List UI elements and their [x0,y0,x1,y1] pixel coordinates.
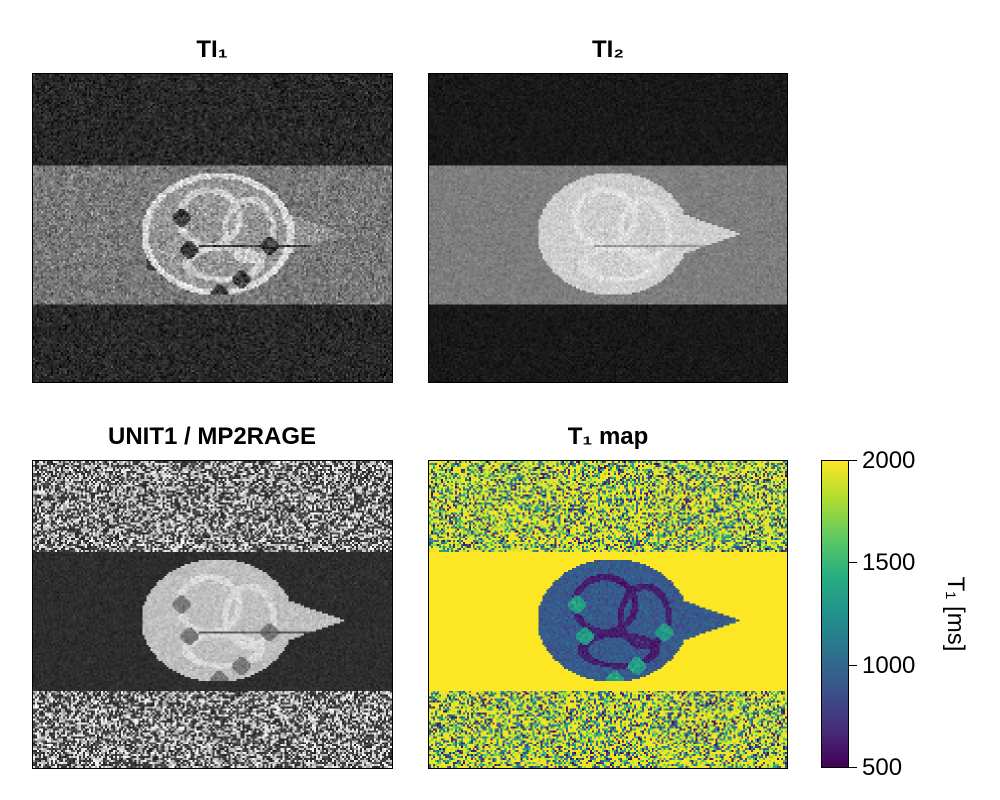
panel-title-ti2: TI₂ [592,36,624,63]
panel-title-unit1: UNIT1 / MP2RAGE [107,423,317,450]
t1map-image-canvas [429,461,787,768]
colorbar-tick-label: 2000 [862,447,916,474]
panel-title-t1map: T₁ map [567,423,649,450]
colorbar-tick [849,665,857,666]
ti1-image-canvas [33,74,392,382]
ti1-image [32,73,393,383]
colorbar-tick-label: 1000 [862,652,916,679]
unit1-image-canvas [33,461,392,768]
colorbar-tick-label: 1500 [862,549,916,576]
colorbar-tick-label: 500 [862,754,903,781]
colorbar-tick [849,460,857,461]
unit1-image [32,460,393,769]
colorbar [821,460,849,768]
ti2-image [428,73,788,383]
colorbar-label: T₁ [ms] [942,576,969,652]
t1map-image [428,460,788,769]
colorbar-tick [849,562,857,563]
ti2-image-canvas [429,74,787,382]
panel-title-ti1: TI₁ [196,36,228,63]
colorbar-tick [849,767,857,768]
